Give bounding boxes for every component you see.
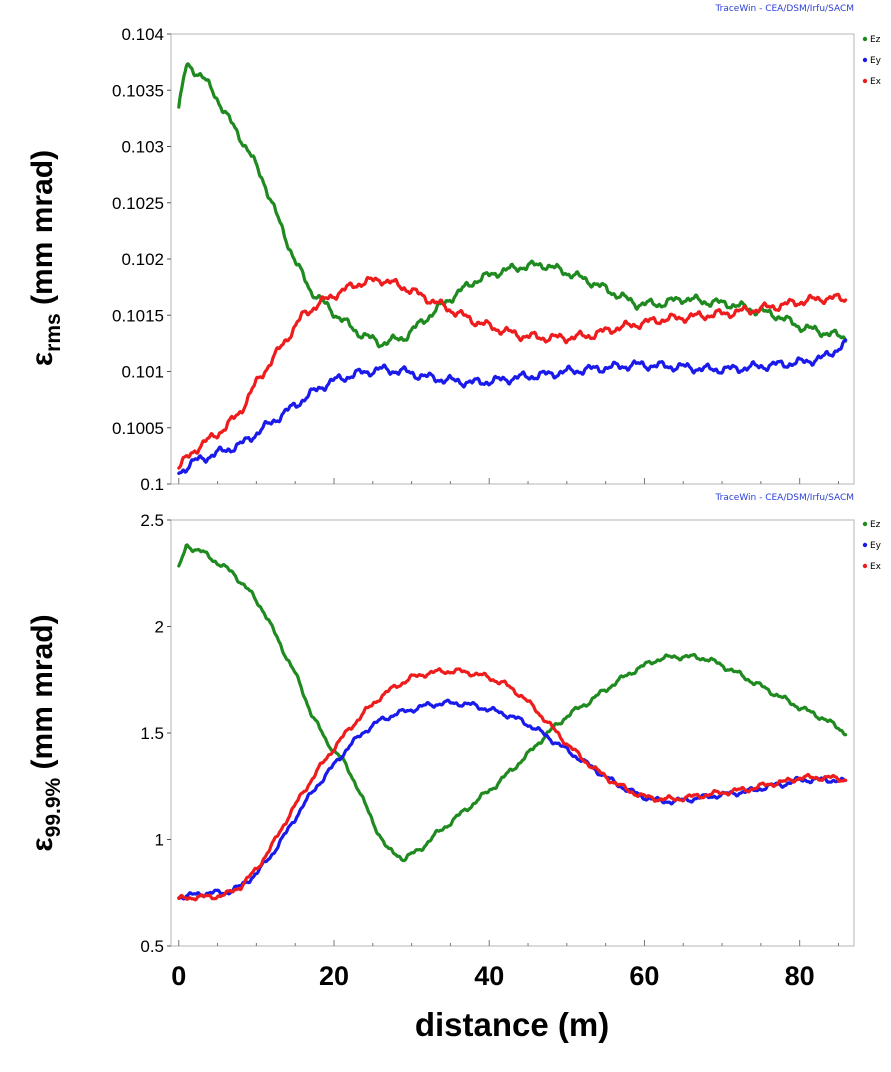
y-tick-label: 2.5 bbox=[140, 511, 164, 530]
legend-label-ey: Ey bbox=[870, 56, 882, 66]
x-tick-label: 20 bbox=[319, 961, 349, 991]
series-line-ez bbox=[177, 62, 848, 349]
credit-text: TraceWin - CEA/DSM/Irfu/SACM bbox=[714, 4, 854, 14]
y-tick-label: 0.1035 bbox=[112, 81, 164, 100]
x-tick-label: 80 bbox=[785, 961, 815, 991]
legend-label-ez: Ez bbox=[870, 520, 881, 530]
y-tick-label: 0.1015 bbox=[112, 306, 164, 325]
emittance-99-9-panel: TraceWin - CEA/DSM/Irfu/SACM 0.5 1 1.5 2 2.5 ε… bbox=[26, 493, 882, 956]
legend-marker-ex bbox=[862, 78, 868, 84]
rms-emittance-panel: TraceWin - CEA/DSM/Irfu/SACM 0.1 0.1005 0.1… bbox=[26, 4, 882, 494]
legend-label-ey: Ey bbox=[870, 541, 882, 551]
legend-marker-ey bbox=[862, 57, 868, 63]
credit-text: TraceWin - CEA/DSM/Irfu/SACM bbox=[714, 493, 854, 503]
y-tick-label: 0.102 bbox=[121, 250, 164, 269]
y-tick-label: 1 bbox=[155, 831, 164, 850]
y-axis-label: εrms (mm mrad) bbox=[26, 150, 65, 366]
series-line-ex bbox=[177, 667, 848, 902]
x-tick-label: 40 bbox=[474, 961, 504, 991]
y-tick-label: 0.1025 bbox=[112, 194, 164, 213]
legend-label-ez: Ez bbox=[870, 35, 881, 45]
y-tick-label: 0.103 bbox=[121, 138, 164, 157]
shared-x-axis: 0 20 40 60 80 bbox=[171, 961, 814, 991]
y-tick-label: 0.1 bbox=[140, 475, 164, 494]
plot-frame bbox=[170, 519, 855, 947]
y-tick-label: 0.5 bbox=[140, 937, 164, 956]
series-line-ex bbox=[177, 275, 848, 470]
y-tick-label: 0.101 bbox=[121, 363, 164, 382]
series-line-ey bbox=[177, 698, 848, 901]
legend-label-ex: Ex bbox=[870, 77, 882, 87]
x-tick-label: 60 bbox=[629, 961, 659, 991]
y-tick-label: 2 bbox=[155, 618, 164, 637]
x-tick-label: 0 bbox=[171, 961, 186, 991]
series-line-ez bbox=[177, 543, 848, 863]
plot-frame bbox=[170, 33, 855, 485]
x-axis-label: distance (m) bbox=[415, 1006, 609, 1043]
y-tick-label: 0.104 bbox=[121, 25, 164, 44]
legend-marker-ez bbox=[862, 521, 868, 527]
legend-marker-ey bbox=[862, 542, 868, 548]
legend-marker-ex bbox=[862, 563, 868, 569]
legend-marker-ez bbox=[862, 36, 868, 42]
y-axis-label: ε99.9% (mm mrad) bbox=[26, 614, 65, 851]
legend-label-ex: Ex bbox=[870, 562, 882, 572]
y-tick-label: 0.1005 bbox=[112, 419, 164, 438]
series-line-ey bbox=[177, 338, 848, 475]
y-tick-label: 1.5 bbox=[140, 724, 164, 743]
